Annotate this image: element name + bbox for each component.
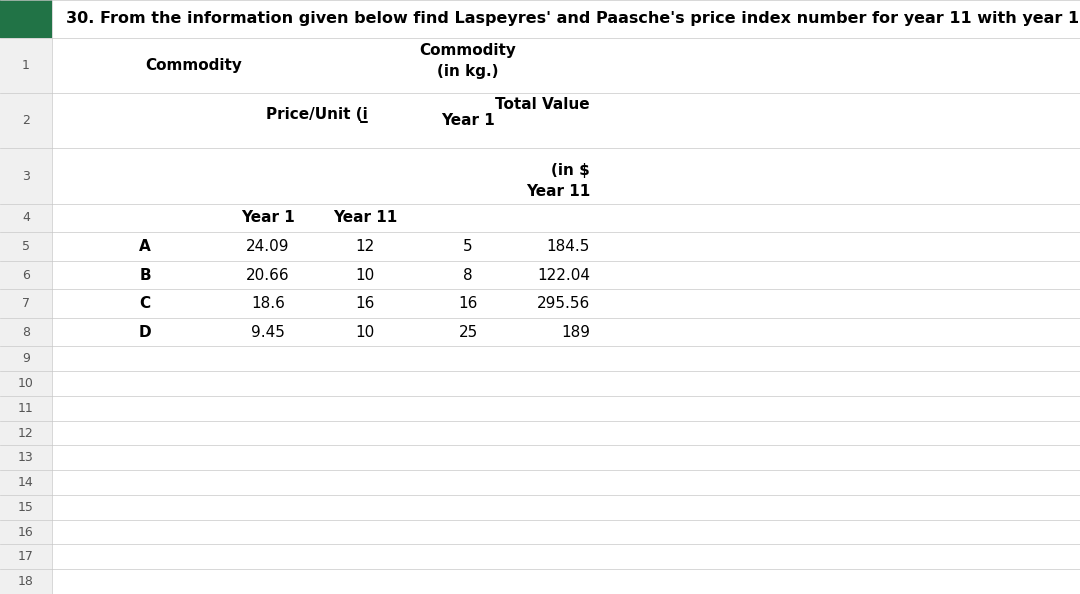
Text: 5: 5 bbox=[22, 240, 30, 253]
Text: Commodity: Commodity bbox=[145, 58, 242, 73]
Text: 189: 189 bbox=[561, 325, 590, 340]
Text: 17: 17 bbox=[18, 551, 33, 563]
Text: 8: 8 bbox=[22, 326, 30, 339]
Bar bbox=[0, 0, 1080, 38]
Text: 1: 1 bbox=[22, 59, 30, 72]
Text: B: B bbox=[139, 267, 151, 283]
Text: 10: 10 bbox=[355, 267, 375, 283]
Text: 9.45: 9.45 bbox=[251, 325, 285, 340]
Text: A: A bbox=[139, 239, 151, 254]
Text: 4: 4 bbox=[22, 211, 30, 225]
Text: 2: 2 bbox=[22, 114, 30, 127]
Text: 11: 11 bbox=[18, 402, 33, 415]
Text: 15: 15 bbox=[18, 501, 33, 514]
Text: 20.66: 20.66 bbox=[246, 267, 289, 283]
Text: C: C bbox=[139, 296, 150, 311]
Bar bbox=[0, 0, 52, 38]
Text: 7: 7 bbox=[22, 297, 30, 310]
Text: 25: 25 bbox=[458, 325, 477, 340]
Text: 16: 16 bbox=[18, 526, 33, 539]
Bar bbox=[0, 38, 52, 594]
Text: 13: 13 bbox=[18, 451, 33, 465]
Text: 184.5: 184.5 bbox=[546, 239, 590, 254]
Text: Year 1: Year 1 bbox=[241, 210, 295, 226]
Text: 12: 12 bbox=[355, 239, 375, 254]
Text: (in kg.): (in kg.) bbox=[437, 64, 499, 78]
Text: 122.04: 122.04 bbox=[537, 267, 590, 283]
Text: 14: 14 bbox=[18, 476, 33, 489]
Text: 295.56: 295.56 bbox=[537, 296, 590, 311]
Text: 5: 5 bbox=[463, 239, 473, 254]
Text: 16: 16 bbox=[355, 296, 375, 311]
Text: 18: 18 bbox=[18, 575, 33, 588]
Text: Year 11: Year 11 bbox=[526, 184, 590, 199]
Text: Year 1: Year 1 bbox=[441, 113, 495, 128]
Text: 24.09: 24.09 bbox=[246, 239, 289, 254]
Text: Total Value: Total Value bbox=[496, 97, 590, 112]
Text: (in $: (in $ bbox=[551, 163, 590, 178]
Text: Price/Unit (i̲: Price/Unit (i̲ bbox=[266, 108, 367, 124]
Text: 8: 8 bbox=[463, 267, 473, 283]
Text: 10: 10 bbox=[355, 325, 375, 340]
Text: 10: 10 bbox=[18, 377, 33, 390]
Text: Commodity: Commodity bbox=[419, 43, 516, 58]
Text: 3: 3 bbox=[22, 169, 30, 182]
Text: 9: 9 bbox=[22, 352, 30, 365]
Text: 12: 12 bbox=[18, 426, 33, 440]
Text: 30. From the information given below find Laspeyres' and Paasche's price index n: 30. From the information given below fin… bbox=[66, 11, 1080, 27]
Text: 16: 16 bbox=[458, 296, 477, 311]
Text: Year 11: Year 11 bbox=[333, 210, 397, 226]
Text: 18.6: 18.6 bbox=[251, 296, 285, 311]
Text: 6: 6 bbox=[22, 268, 30, 282]
Text: D: D bbox=[138, 325, 151, 340]
